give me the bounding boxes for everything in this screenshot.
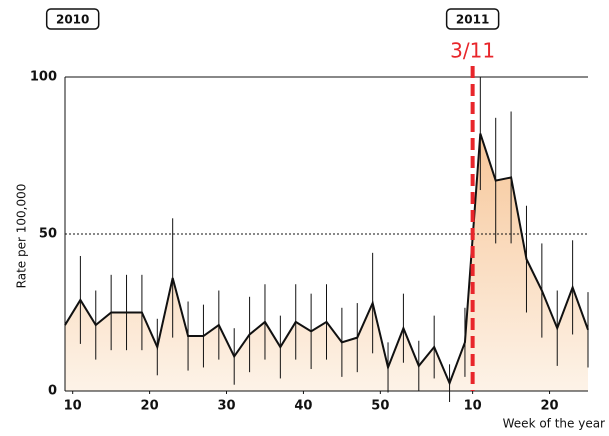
x-tick-label: 30 (217, 399, 235, 414)
x-tick-label: 10 (464, 399, 482, 414)
x-tick-label: 40 (294, 399, 312, 414)
year-label: 2011 (456, 13, 489, 27)
x-axis-label: Week of the year (503, 417, 605, 431)
x-tick-label: 20 (540, 399, 558, 414)
y-axis-label: Rate per 100,000 (15, 184, 29, 289)
year-box (45, 8, 100, 30)
event-label: 3/11 (450, 39, 495, 63)
x-tick-label: 20 (141, 399, 159, 414)
x-tick-label: 50 (371, 399, 389, 414)
y-tick-label: 0 (48, 384, 57, 399)
x-tick-label: 10 (64, 399, 82, 414)
line (64, 133, 589, 386)
y-tick-label: 100 (30, 70, 57, 85)
year-label: 2010 (56, 13, 89, 27)
year-box (445, 8, 500, 30)
y-tick-label: 50 (39, 227, 57, 242)
